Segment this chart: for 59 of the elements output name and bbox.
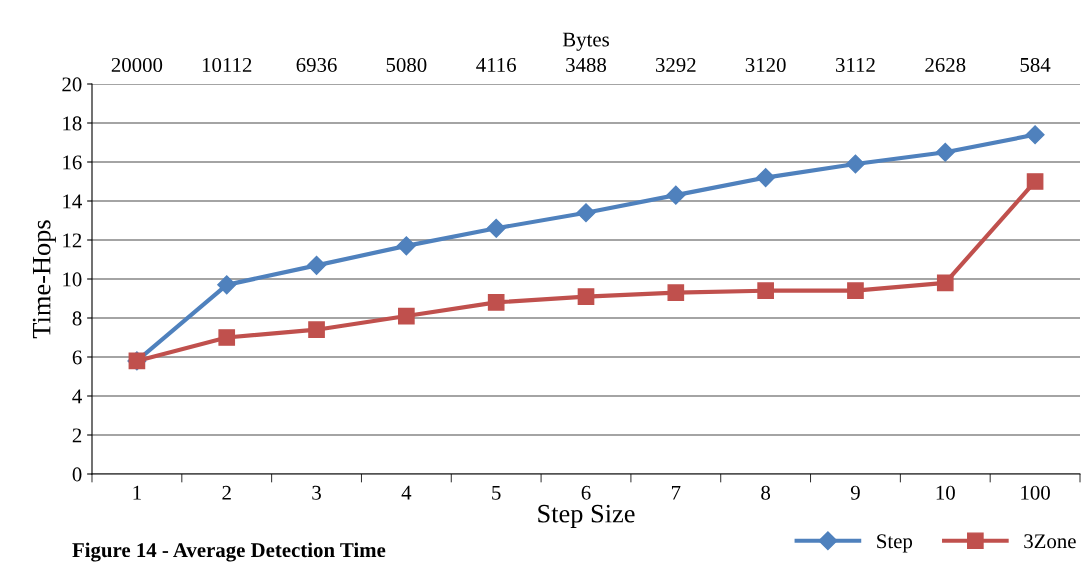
x-tick-label: 100 [1021,485,1050,500]
text: 5080 [386,57,427,72]
text: 4116 [476,57,516,72]
x-tick-label: 6 [581,485,591,500]
x-tick-label: 7 [671,485,681,500]
y-tick-label: 8 [72,311,82,326]
point [1026,173,1044,190]
point [396,236,416,256]
point [936,274,954,292]
y-tick-label: 14 [63,194,82,209]
point [757,282,774,300]
y-tick-label: 6 [72,350,82,365]
text: 3112 [836,57,875,72]
legend-label: Step [877,534,913,553]
point [845,154,865,174]
legend-label: 3Zone [1024,534,1076,549]
point [935,142,955,162]
y-axis-title: Time-Hops [32,220,56,339]
text: 6936 [296,57,337,72]
text: 3292 [655,57,696,72]
point [398,307,415,325]
point [307,255,327,275]
x-tick-label: 3 [312,485,321,500]
text: Figure 14 - Average Detection Time [72,542,386,562]
text: 10112 [202,57,252,72]
point [1025,125,1045,145]
point [217,275,237,295]
x-axis-title: Step Size [538,504,635,528]
point [666,185,686,205]
text: 20000 [111,57,163,72]
point [756,168,776,188]
point [308,321,325,339]
text: 2628 [925,57,966,72]
x-tick-label: 1 [133,485,141,500]
text: 3488 [566,57,607,72]
y-tick-label: 4 [72,389,82,404]
y-tick-label: 0 [72,467,82,482]
point [667,284,685,301]
point [576,203,596,223]
point [486,218,506,238]
x-tick-label: 5 [492,485,501,500]
x-tick-label: 10 [936,485,955,500]
y-tick-label: 20 [62,77,82,92]
point [218,329,236,346]
text: 3120 [745,57,786,72]
x2-axis-title: Bytes [562,32,609,51]
x-tick-label: 9 [850,485,860,500]
y-tick-label: 18 [63,116,82,131]
y-tick-label: 2 [72,428,82,443]
point [577,288,595,305]
point [487,294,505,311]
x-tick-label: 8 [761,485,771,500]
x-tick-label: 4 [401,485,412,500]
x-tick-label: 2 [222,485,231,500]
y-tick-label: 16 [63,155,82,170]
y-tick-label: 10 [63,272,82,287]
point [847,282,864,300]
text: 584 [1020,57,1051,72]
y-tick-label: 12 [63,233,82,248]
